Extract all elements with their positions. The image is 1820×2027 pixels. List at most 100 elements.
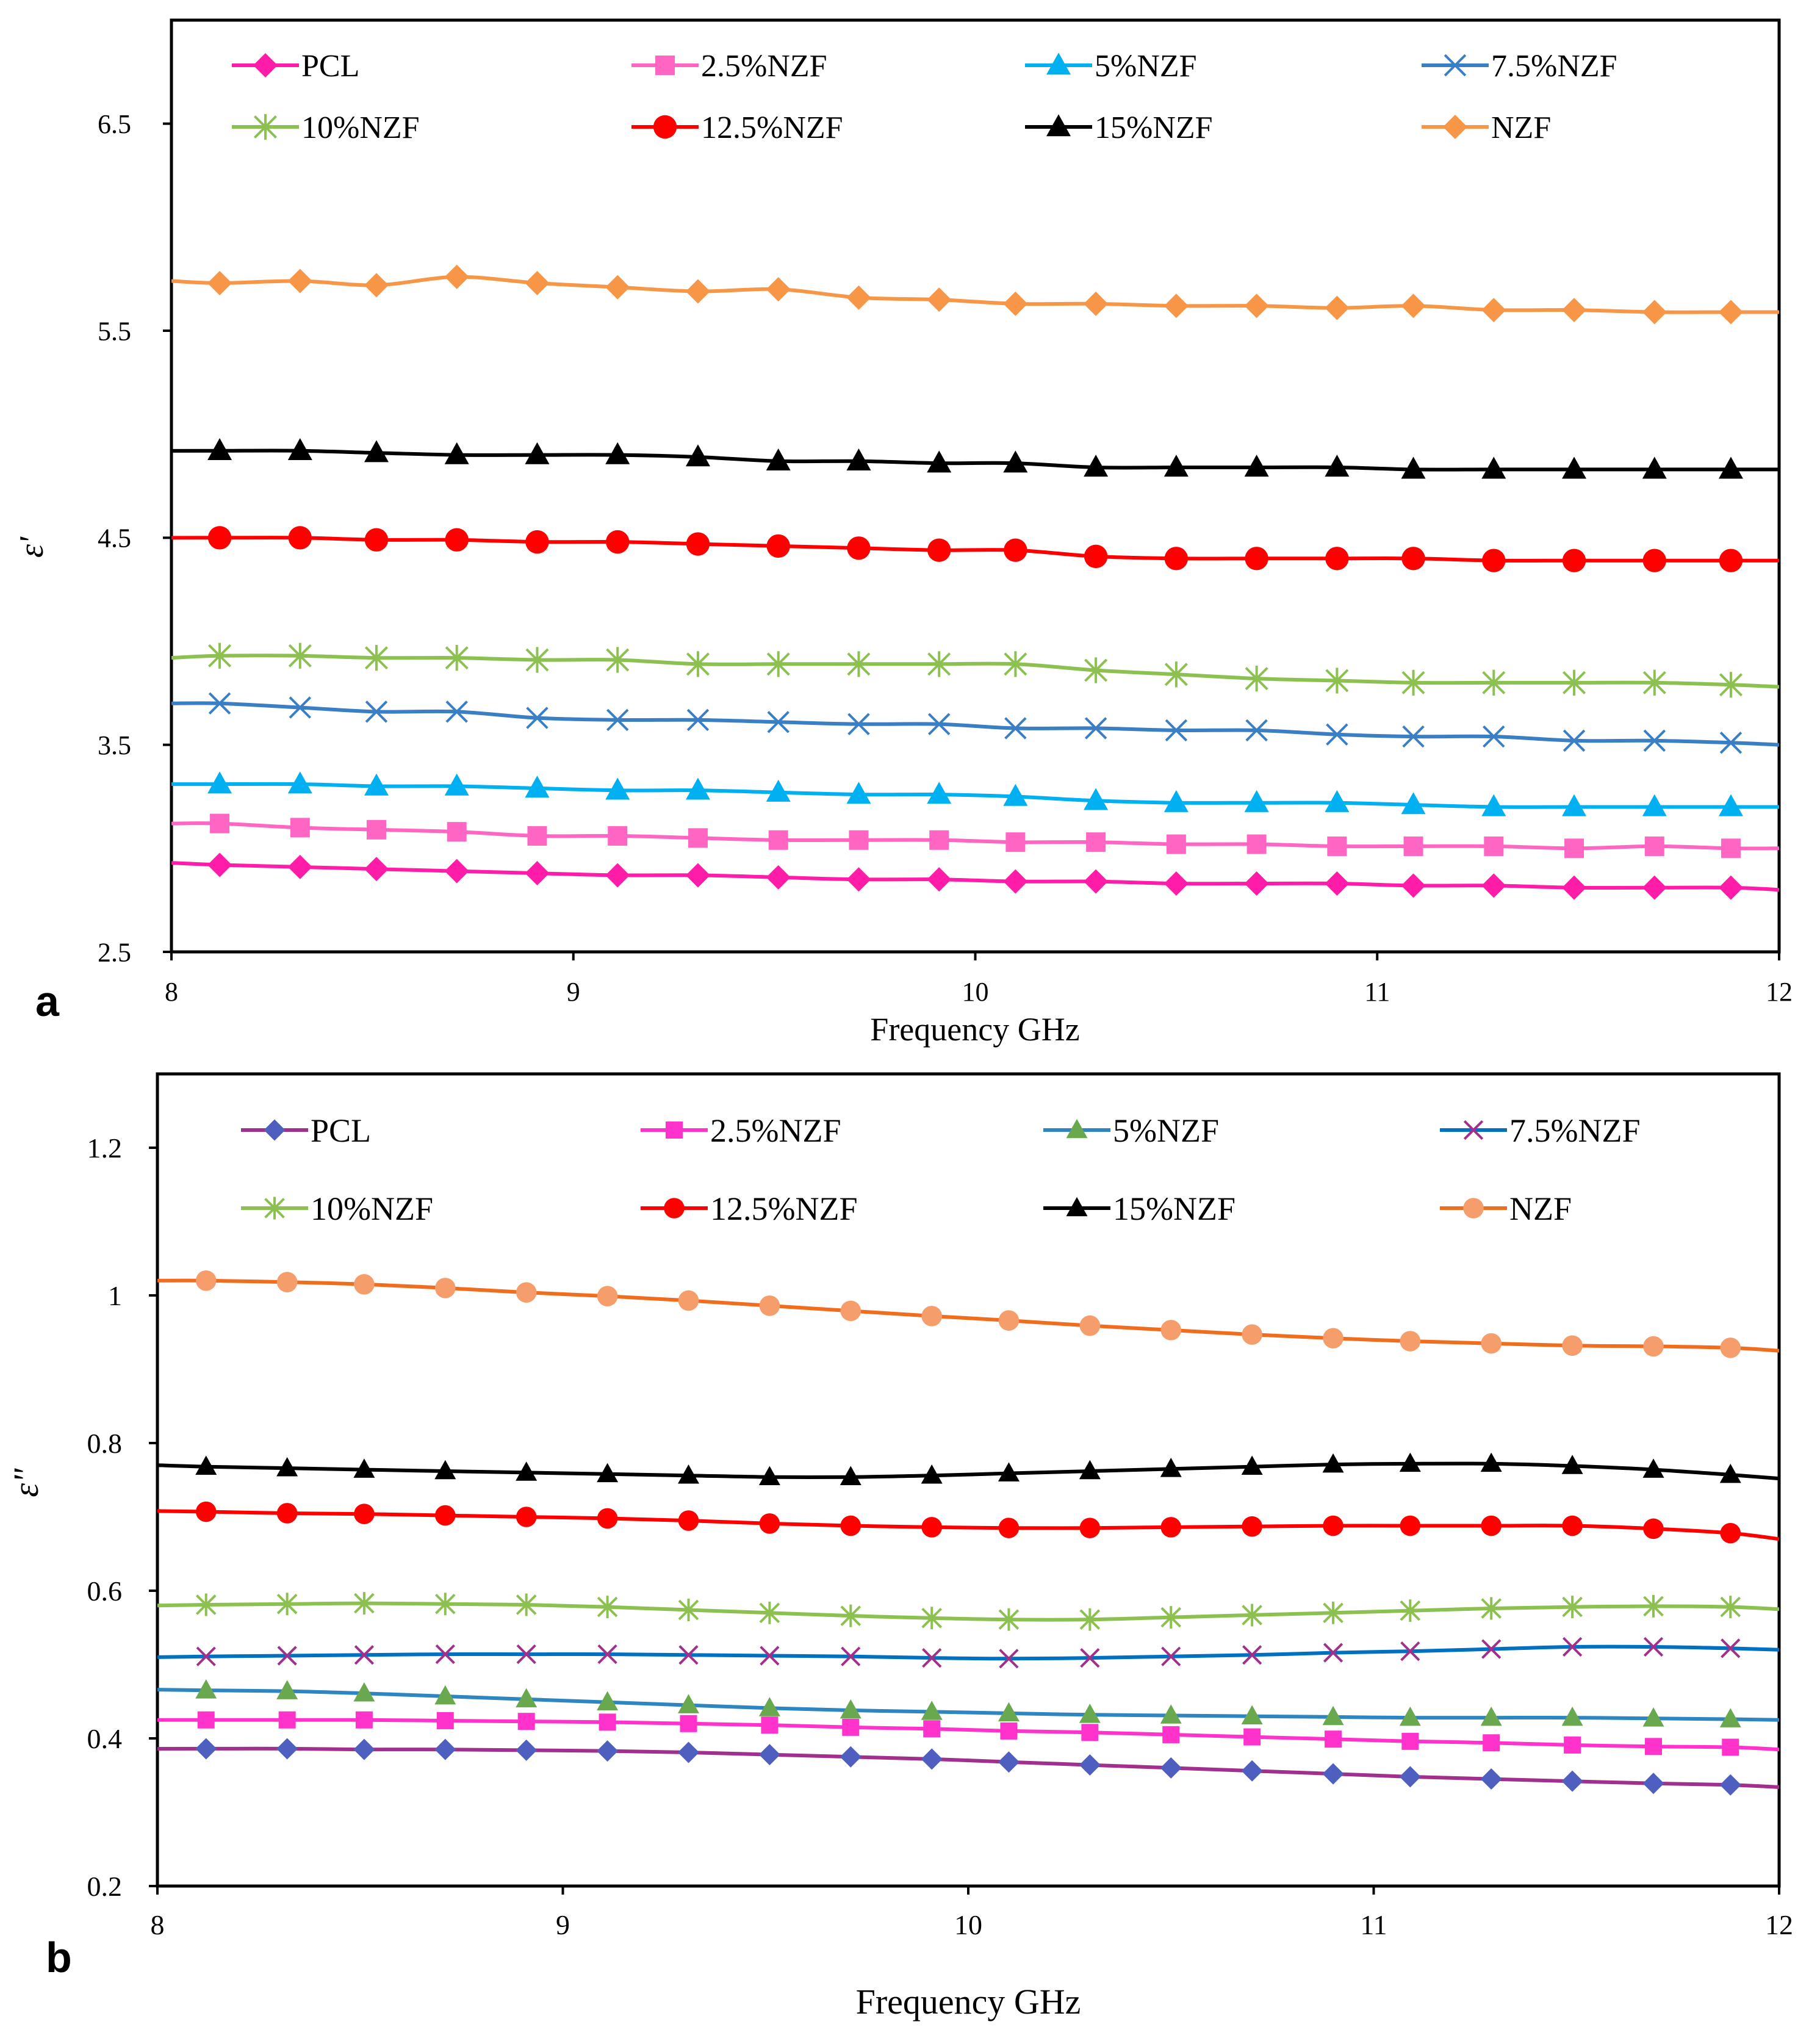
data-point-pcl <box>1481 873 1506 898</box>
series-line-15-nzf <box>171 448 1779 472</box>
data-point-pcl <box>1480 1768 1502 1790</box>
data-point-5-nzf <box>677 1694 699 1713</box>
legend-marker-nzf <box>1443 115 1467 139</box>
data-point-10-nzf <box>606 647 630 673</box>
data-point-10-nzf <box>208 643 232 669</box>
series-line-12-5-nzf <box>157 1509 1780 1541</box>
y-tick-label: 0.6 <box>87 1575 123 1607</box>
data-point-10-nzf <box>1401 669 1425 696</box>
series-15-nzf <box>157 1452 1780 1485</box>
series-15-nzf <box>171 438 1779 479</box>
data-point-nzf <box>444 264 469 289</box>
legend-marker-nzf <box>1463 1198 1484 1219</box>
data-point-nzf <box>434 1278 456 1298</box>
legend-label: NZF <box>1491 110 1551 145</box>
data-point-pcl <box>921 1748 943 1770</box>
y-tick-label: 0.4 <box>87 1723 123 1754</box>
data-point-pcl <box>1718 875 1743 900</box>
data-point-10-nzf <box>597 1596 618 1619</box>
legend-label: 12.5%NZF <box>710 1190 858 1227</box>
data-point-15-nzf <box>287 438 312 461</box>
data-point-pcl <box>444 859 469 884</box>
data-point-2-5-nzf <box>768 830 788 850</box>
data-point-2-5-nzf <box>1000 1722 1018 1740</box>
data-point-nzf <box>759 1295 780 1316</box>
legend-entry-7-5-nzf: 7.5%NZF <box>1422 49 1617 84</box>
data-point-10-nzf <box>1325 668 1349 694</box>
data-point-15-nzf <box>1642 1458 1664 1478</box>
data-point-10-nzf <box>445 645 469 671</box>
data-point-12-5-nzf <box>1400 1515 1421 1536</box>
data-point-pcl <box>758 1744 780 1766</box>
data-point-10-nzf <box>1245 665 1268 692</box>
data-point-5-nzf <box>1399 1706 1421 1726</box>
data-point-10-nzf <box>1400 1599 1421 1622</box>
series-10-nzf <box>157 1592 1780 1631</box>
data-point-2-5-nzf <box>1564 838 1584 859</box>
series-12-5-nzf <box>171 526 1779 572</box>
data-point-12-5-nzf <box>354 1503 375 1524</box>
data-point-pcl <box>927 867 952 892</box>
data-point-15-nzf <box>207 438 232 461</box>
data-point-nzf <box>1084 291 1109 316</box>
data-point-12-5-nzf <box>927 538 951 562</box>
legend-entry-nzf: NZF <box>1440 1190 1572 1227</box>
series-line-nzf <box>171 275 1779 314</box>
data-point-pcl <box>1719 1774 1741 1796</box>
data-point-12-5-nzf <box>1720 1522 1741 1544</box>
data-point-7-5-nzf <box>686 708 710 732</box>
data-point-7-5-nzf <box>1402 725 1425 748</box>
legend-marker-15-nzf <box>1066 1197 1088 1217</box>
data-point-12-5-nzf <box>1164 547 1189 571</box>
data-point-5-nzf <box>597 1691 619 1711</box>
data-point-15-nzf <box>364 440 389 463</box>
data-point-5-nzf <box>685 777 710 800</box>
series-pcl <box>171 852 1780 900</box>
legend-entry-pcl: PCL <box>232 49 359 84</box>
y-tick-labels-a: 2.5 3.5 4.5 5.5 6.5 <box>98 109 171 967</box>
data-point-pcl <box>276 1738 298 1760</box>
data-point-pcl <box>766 865 791 890</box>
data-point-pcl <box>1084 869 1109 894</box>
data-point-2-5-nzf <box>1005 832 1026 852</box>
data-point-5-nzf <box>287 771 312 794</box>
data-point-10-nzf <box>354 1592 375 1615</box>
data-point-12-5-nzf <box>1643 1518 1664 1539</box>
data-point-nzf <box>1164 293 1189 319</box>
x-tick-label: 9 <box>556 1909 570 1940</box>
data-point-7-5-nzf <box>597 1644 617 1665</box>
legend-marker-5-nzf <box>1046 52 1071 75</box>
series-2-5-nzf <box>157 1711 1780 1756</box>
data-point-7-5-nzf <box>841 1646 861 1666</box>
y-tick-label: 2.5 <box>98 937 131 967</box>
data-point-15-nzf <box>1322 1453 1344 1473</box>
data-point-12-5-nzf <box>434 1505 456 1526</box>
data-point-7-5-nzf <box>516 1644 536 1665</box>
data-point-7-5-nzf <box>1481 1639 1502 1659</box>
data-point-pcl <box>597 1740 619 1762</box>
legend-label: 15%NZF <box>1095 110 1213 145</box>
data-point-nzf <box>921 1306 942 1327</box>
data-point-7-5-nzf <box>208 692 231 715</box>
data-point-12-5-nzf <box>921 1517 942 1538</box>
data-point-pcl <box>516 1739 538 1761</box>
data-point-10-nzf <box>847 651 871 677</box>
data-point-12-5-nzf <box>766 534 790 558</box>
series-line-7-5-nzf <box>171 701 1780 747</box>
data-point-7-5-nzf <box>1245 719 1268 742</box>
data-point-5-nzf <box>1481 794 1506 816</box>
data-point-2-5-nzf <box>517 1713 535 1730</box>
data-point-7-5-nzf <box>1165 719 1188 742</box>
series-line-nzf <box>157 1278 1780 1353</box>
data-point-pcl <box>998 1751 1020 1773</box>
series-line-10-nzf <box>171 653 1780 689</box>
data-point-10-nzf <box>434 1593 456 1616</box>
data-point-5-nzf <box>364 773 389 796</box>
data-point-15-nzf <box>1561 1455 1583 1474</box>
data-point-15-nzf <box>1719 1463 1741 1483</box>
data-point-2-5-nzf <box>447 822 467 842</box>
data-point-15-nzf <box>195 1455 217 1475</box>
data-point-pcl <box>846 867 871 892</box>
legend-marker-7-5-nzf <box>1444 54 1467 77</box>
legend-label: 7.5%NZF <box>1491 49 1617 84</box>
